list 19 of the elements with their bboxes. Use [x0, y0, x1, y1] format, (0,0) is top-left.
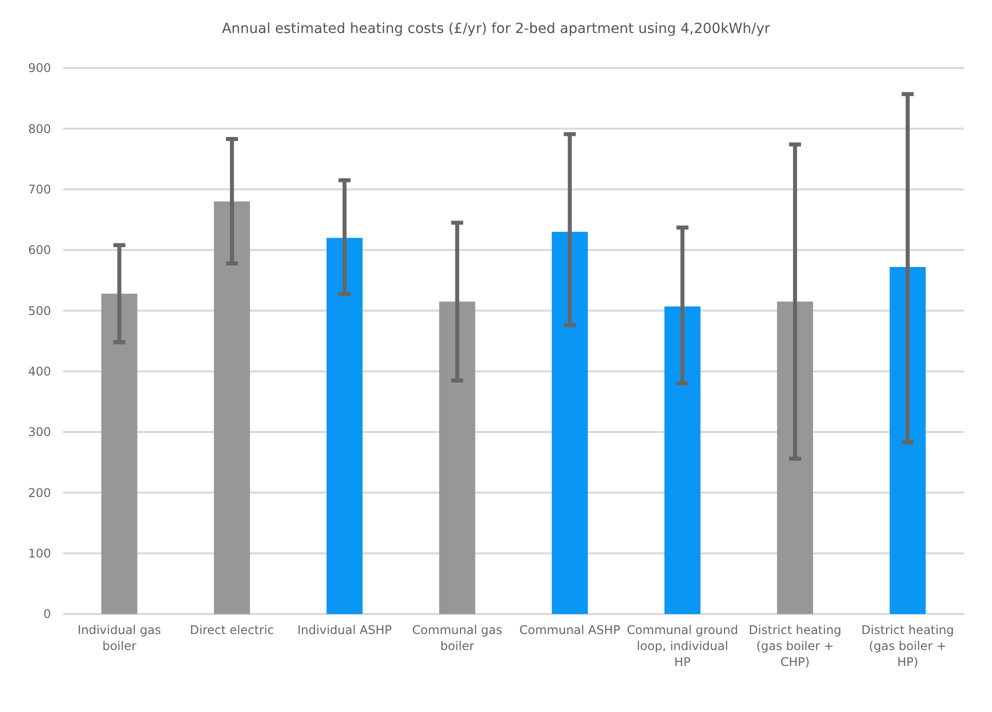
y-tick-label: 700 — [28, 182, 51, 197]
x-tick-label: Direct electric — [190, 623, 274, 637]
x-tick-label: Individual ASHP — [297, 623, 392, 637]
x-tick-label: Communal ground loop, individual HP — [626, 623, 738, 669]
chart-title: Annual estimated heating costs (£/yr) for 2-bed apartment using 4,200kWh/yr — [222, 21, 770, 37]
x-tick-label: Communal ASHP — [519, 623, 620, 637]
y-tick-label: 200 — [28, 486, 51, 500]
y-tick-label: 300 — [28, 425, 51, 440]
x-tick-label: Individual gas boiler — [78, 623, 162, 653]
x-tick-label: Communal gas boiler — [412, 623, 502, 653]
x-tick-label: District heating (gas boiler + CHP) — [748, 623, 842, 669]
y-tick-label: 900 — [28, 61, 51, 76]
y-tick-label: 0 — [43, 607, 51, 622]
y-tick-label: 500 — [28, 304, 51, 318]
y-tick-label: 400 — [28, 364, 51, 379]
x-tick-label: District heating (gas boiler + HP) — [861, 623, 954, 669]
y-tick-label: 800 — [28, 122, 51, 136]
y-tick-label: 100 — [28, 546, 51, 561]
y-tick-label: 600 — [28, 243, 51, 258]
